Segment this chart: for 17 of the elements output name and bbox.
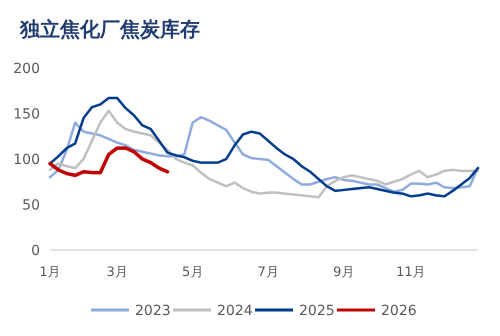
y-tick-label: 150 bbox=[13, 106, 40, 122]
y-tick-label: 50 bbox=[22, 198, 40, 214]
y-tick-label: 100 bbox=[13, 152, 40, 168]
y-tick-label: 0 bbox=[31, 243, 40, 259]
x-tick-label: 9月 bbox=[333, 265, 354, 280]
x-tick-label: 3月 bbox=[106, 265, 128, 280]
legend-label: 2024 bbox=[217, 303, 253, 319]
legend-label: 2026 bbox=[381, 303, 417, 319]
legend-label: 2023 bbox=[135, 303, 171, 319]
x-tick-label: 1月 bbox=[39, 265, 61, 280]
x-tick-label: 11月 bbox=[396, 265, 426, 280]
y-tick-label: 200 bbox=[13, 61, 40, 77]
x-tick-label: 5月 bbox=[182, 265, 204, 280]
title: 独立焦化厂焦炭库存 bbox=[20, 19, 200, 41]
x-tick-label: 7月 bbox=[258, 265, 279, 280]
line-series bbox=[48, 146, 170, 178]
legend-label: 2025 bbox=[299, 303, 335, 319]
